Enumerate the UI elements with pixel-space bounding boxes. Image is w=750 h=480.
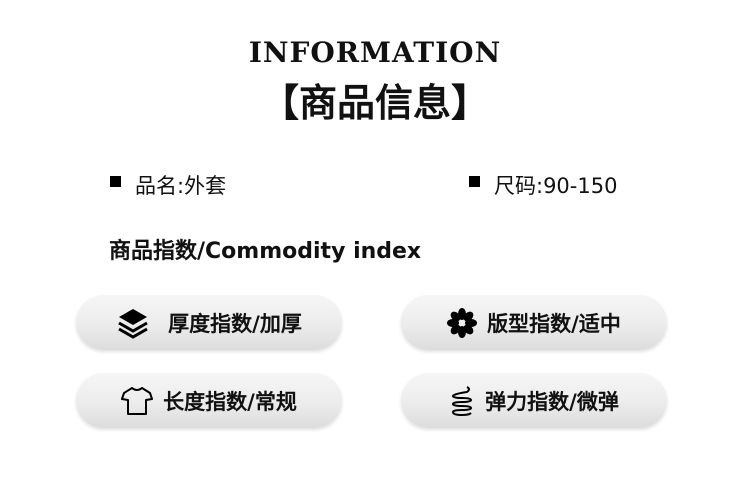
square-bullet-icon bbox=[110, 175, 121, 187]
spec-product-name: 品名:外套 bbox=[110, 170, 226, 200]
index-fit: 版型指数/适中 bbox=[401, 295, 667, 350]
title-english: INFORMATION bbox=[248, 36, 502, 69]
index-label: 版型指数/适中 bbox=[487, 311, 621, 336]
index-elasticity: 弹力指数/微弹 bbox=[401, 373, 667, 428]
spec-label: 尺码:90-150 bbox=[494, 174, 618, 198]
index-thickness: 厚度指数/加厚 bbox=[76, 295, 342, 350]
index-label: 弹力指数/微弹 bbox=[485, 389, 619, 414]
index-label: 长度指数/常规 bbox=[163, 389, 297, 414]
index-label: 厚度指数/加厚 bbox=[168, 311, 302, 336]
square-bullet-icon bbox=[469, 175, 480, 187]
title-chinese: 【商品信息】 bbox=[260, 81, 489, 125]
spec-label: 品名:外套 bbox=[135, 174, 227, 198]
tshirt-icon bbox=[121, 386, 154, 415]
layers-icon bbox=[118, 308, 148, 339]
spring-icon bbox=[452, 385, 473, 416]
section-title: 商品指数/Commodity index bbox=[109, 239, 422, 264]
index-length: 长度指数/常规 bbox=[76, 373, 342, 428]
flower-icon bbox=[447, 307, 478, 338]
spec-size: 尺码:90-150 bbox=[469, 170, 617, 200]
